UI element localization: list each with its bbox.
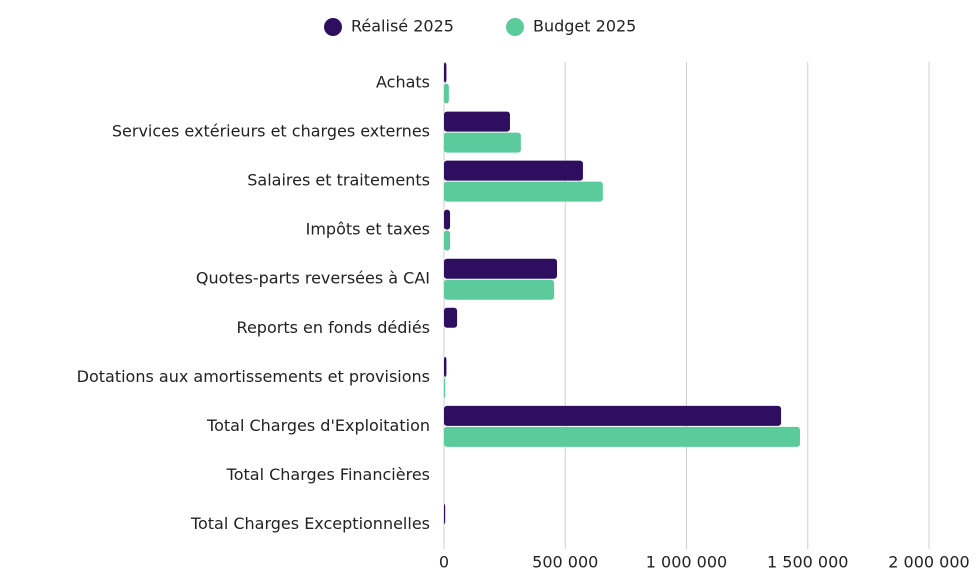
bar [444, 307, 458, 328]
bar [444, 279, 555, 300]
legend-marker [324, 18, 342, 36]
bar [444, 111, 510, 132]
y-tick-label: Total Charges Financières [226, 465, 430, 484]
y-tick-label: Total Charges Exceptionnelles [190, 514, 430, 533]
x-tick-label: 0 [439, 553, 449, 570]
bar [444, 160, 583, 181]
bar [444, 426, 800, 447]
bar [444, 405, 782, 426]
bar [444, 209, 451, 230]
legend-marker [506, 18, 524, 36]
x-tick-label: 1 500 000 [767, 553, 848, 570]
y-tick-label: Dotations aux amortissements et provisio… [77, 367, 430, 386]
x-tick-label: 500 000 [532, 553, 598, 570]
bar [444, 258, 558, 279]
y-tick-label: Reports en fonds dédiés [237, 318, 430, 337]
legend-label: Budget 2025 [533, 17, 636, 36]
bar [444, 503, 446, 524]
bar [444, 230, 451, 251]
legend-label: Réalisé 2025 [351, 17, 454, 36]
y-tick-label: Services extérieurs et charges externes [112, 122, 430, 141]
bar [444, 181, 603, 202]
x-tick-label: 1 000 000 [646, 553, 727, 570]
y-tick-label: Quotes-parts reversées à CAI [196, 269, 430, 288]
y-tick-label: Salaires et traitements [247, 171, 430, 190]
bar [444, 377, 446, 398]
bar [444, 132, 521, 153]
y-tick-label: Total Charges d'Exploitation [206, 416, 430, 435]
x-tick-label: 2 000 000 [888, 553, 969, 570]
y-tick-label: Achats [376, 73, 430, 92]
bar [444, 62, 447, 83]
bar [444, 356, 447, 377]
bar [444, 83, 449, 104]
y-tick-label: Impôts et taxes [306, 220, 430, 239]
